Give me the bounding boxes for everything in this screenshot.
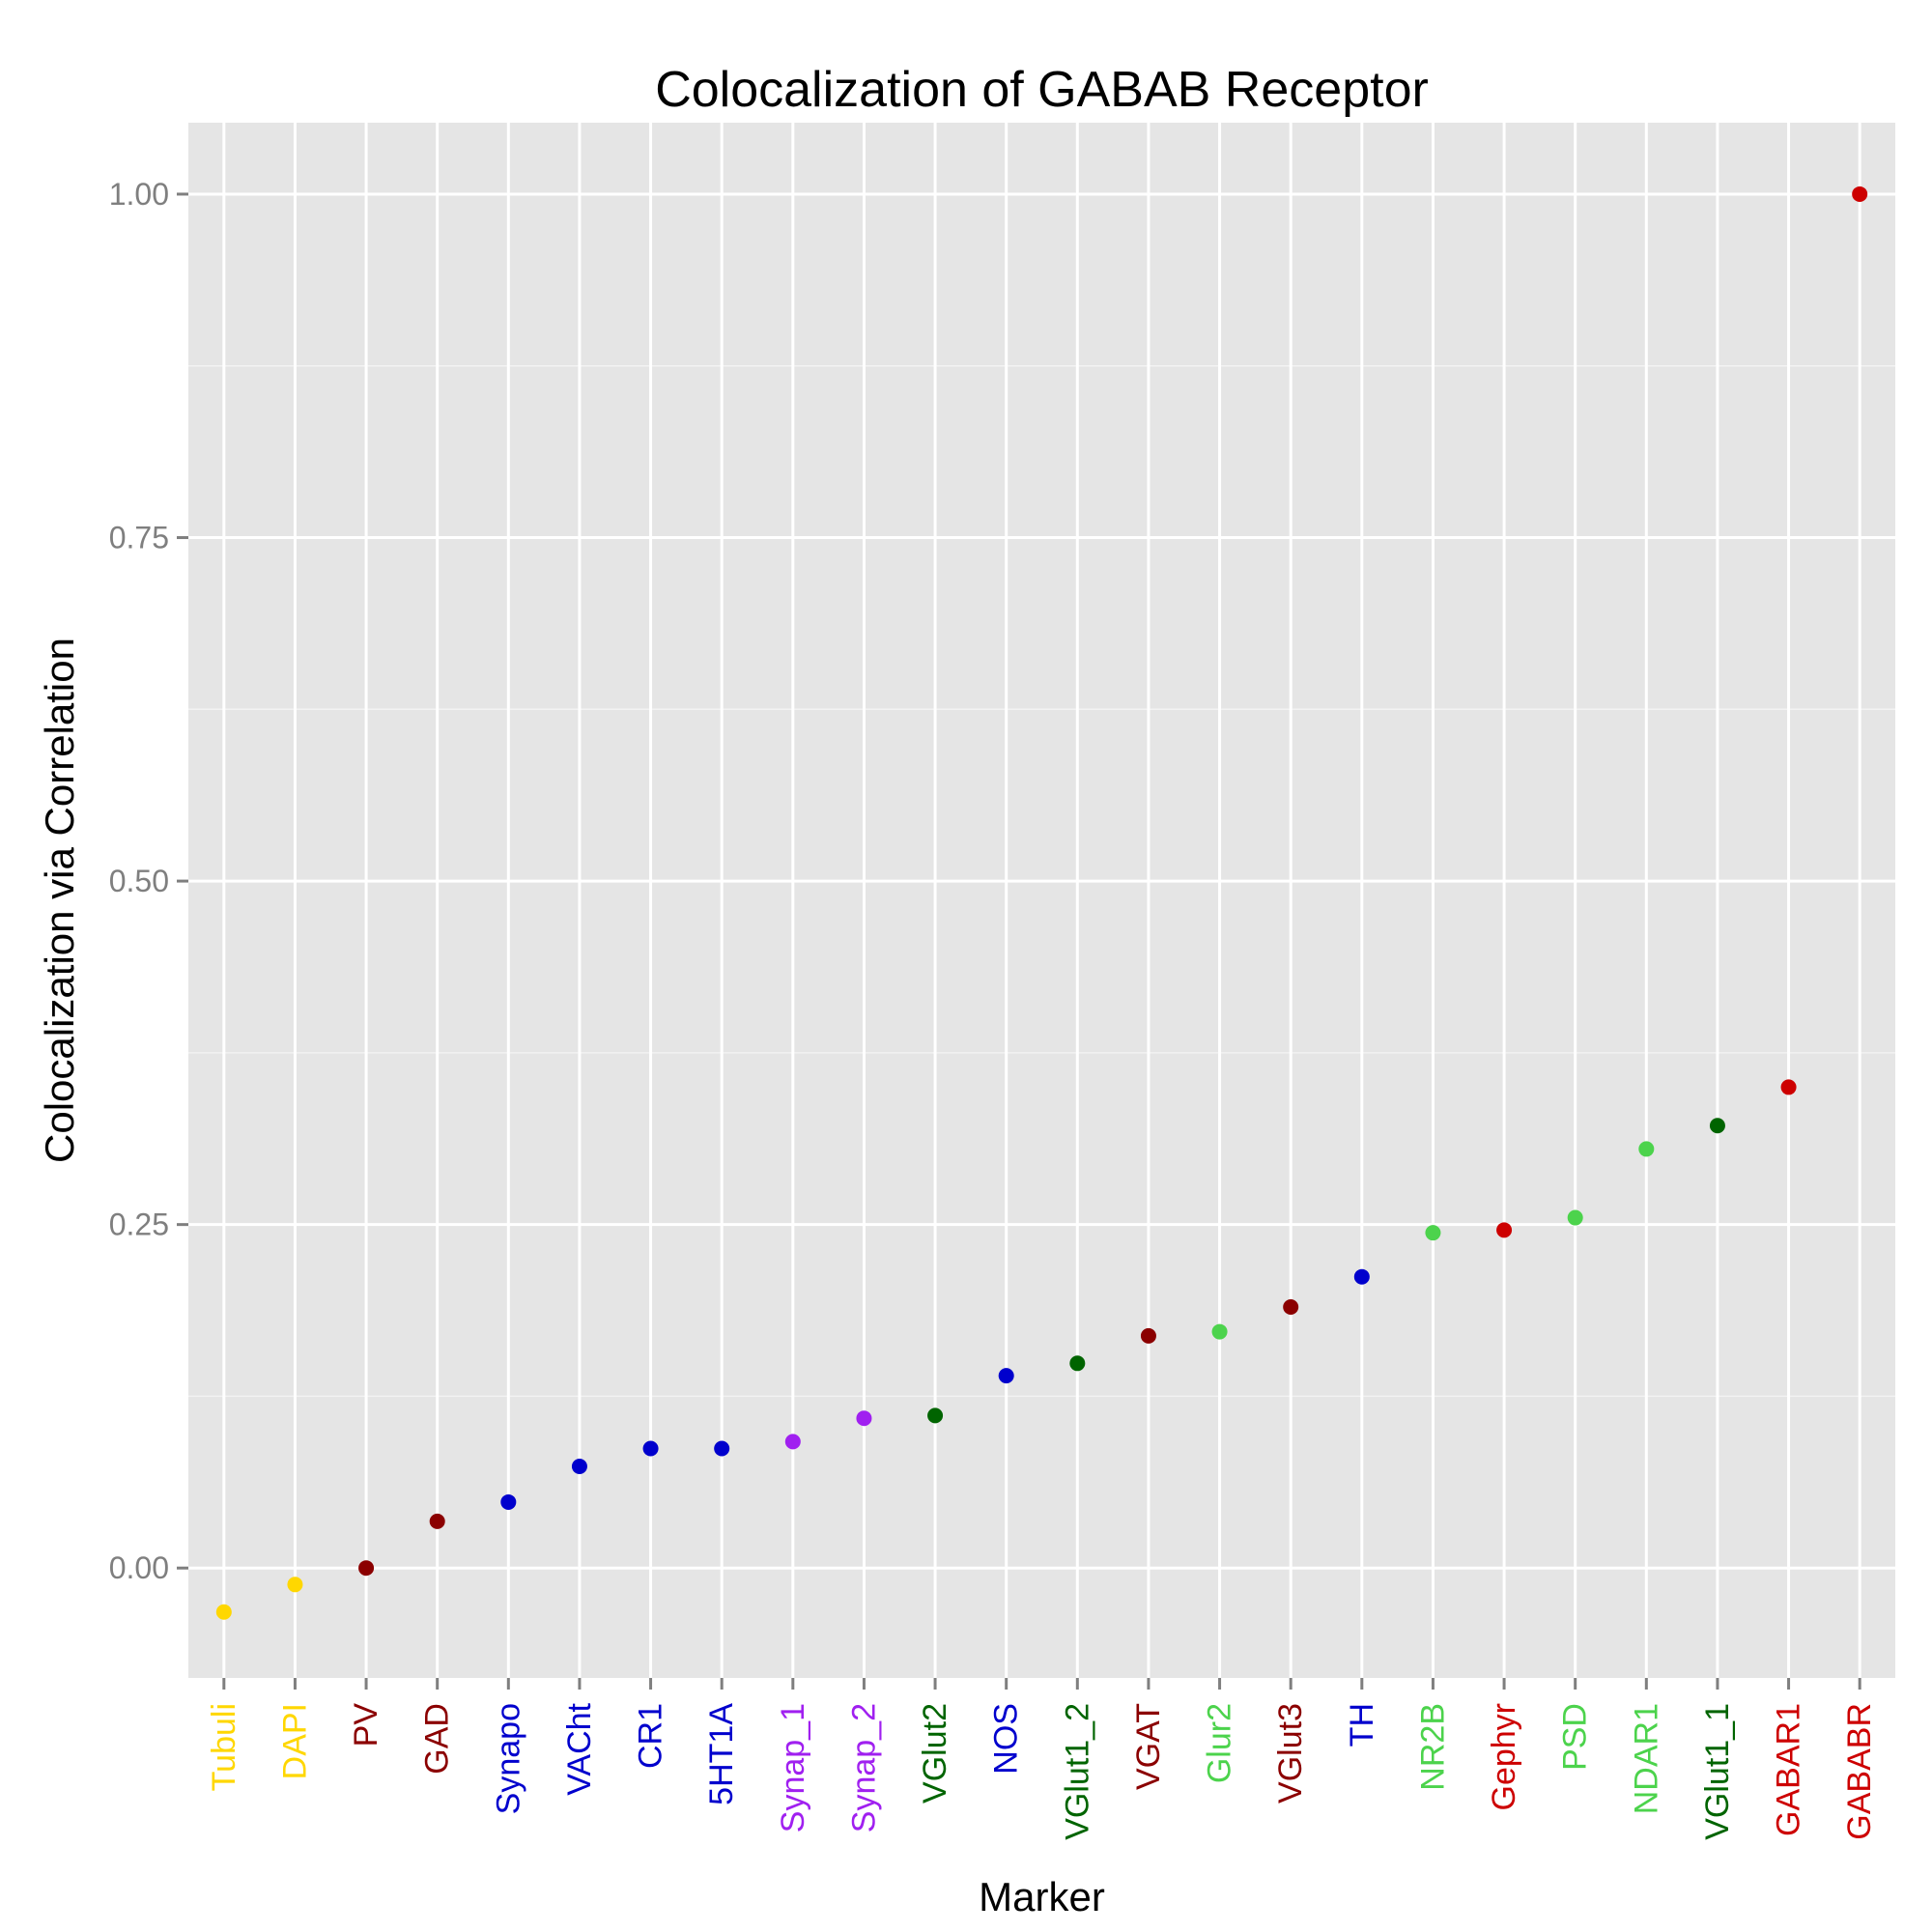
x-tick-label: CR1 xyxy=(633,1703,669,1769)
x-tick-label: GABABR xyxy=(1841,1703,1878,1840)
y-tick-label: 0.50 xyxy=(109,864,169,898)
y-tick-label: 0.25 xyxy=(109,1208,169,1242)
x-tick-label: VGlut2 xyxy=(917,1703,953,1804)
x-tick-label: VGlut3 xyxy=(1272,1703,1309,1804)
data-point xyxy=(1852,185,1868,202)
x-tick-label: VGlut1_2 xyxy=(1059,1703,1095,1840)
x-tick-label: VACht xyxy=(561,1702,598,1795)
data-point xyxy=(1140,1327,1156,1344)
data-point xyxy=(1425,1225,1441,1241)
x-tick-label: Glur2 xyxy=(1202,1703,1238,1783)
data-point xyxy=(998,1368,1014,1384)
y-tick-label: 0.00 xyxy=(109,1550,169,1585)
x-tick-label: GAD xyxy=(419,1703,456,1775)
data-point xyxy=(1780,1079,1797,1095)
data-point xyxy=(1496,1222,1513,1238)
data-point xyxy=(856,1410,872,1427)
data-point xyxy=(784,1434,801,1450)
data-points xyxy=(215,185,1868,1620)
x-tick-label: Synap_2 xyxy=(845,1703,882,1833)
x-tick-label: DAPI xyxy=(276,1703,313,1779)
y-axis-ticks: 0.00 0.25 0.50 0.75 1.00 xyxy=(109,177,188,1585)
data-point xyxy=(714,1440,730,1457)
data-point xyxy=(642,1440,659,1457)
x-tick-label: Synap_1 xyxy=(775,1703,811,1833)
data-point xyxy=(1069,1355,1086,1372)
data-point xyxy=(358,1560,375,1577)
x-tick-label: PV xyxy=(348,1703,384,1747)
x-axis-ticks: Tubuli DAPI PV GAD Synapo VACht CR1 5HT1A Synap_… xyxy=(206,1678,1878,1840)
x-tick-label: TH xyxy=(1344,1703,1380,1747)
x-tick-label: NDAR1 xyxy=(1628,1703,1664,1814)
data-point xyxy=(1567,1209,1583,1226)
data-point xyxy=(1638,1141,1655,1157)
chart-title: Colocalization of GABAB Receptor xyxy=(655,62,1429,118)
data-point xyxy=(500,1493,517,1510)
data-point xyxy=(571,1458,587,1474)
x-tick-label: VGAT xyxy=(1130,1703,1167,1790)
x-tick-label: Synapo xyxy=(490,1703,526,1814)
plot-panel xyxy=(188,123,1895,1678)
data-point xyxy=(429,1513,445,1529)
x-tick-label: NR2B xyxy=(1414,1703,1451,1791)
data-point xyxy=(215,1604,232,1620)
minor-gridlines xyxy=(188,364,1895,1398)
y-tick-label: 1.00 xyxy=(109,177,169,212)
x-axis-title: Marker xyxy=(979,1874,1105,1919)
x-tick-label: 5HT1A xyxy=(703,1703,740,1805)
data-point xyxy=(287,1577,303,1593)
data-point xyxy=(927,1407,944,1424)
data-point xyxy=(1353,1268,1370,1285)
x-tick-label: Gephyr xyxy=(1486,1703,1522,1811)
data-point xyxy=(1283,1298,1299,1315)
x-tick-label: GABAR1 xyxy=(1771,1703,1807,1836)
y-axis-title: Colocalization via Correlation xyxy=(37,638,82,1163)
x-tick-label: Tubuli xyxy=(206,1703,242,1791)
x-tick-label: NOS xyxy=(988,1703,1025,1775)
x-tick-label: PSD xyxy=(1557,1703,1594,1771)
x-tick-label: VGlut1_1 xyxy=(1699,1703,1736,1840)
data-point xyxy=(1211,1323,1228,1340)
y-tick-label: 0.75 xyxy=(109,521,169,555)
data-point xyxy=(1709,1118,1725,1134)
major-gridlines xyxy=(188,123,1895,1678)
